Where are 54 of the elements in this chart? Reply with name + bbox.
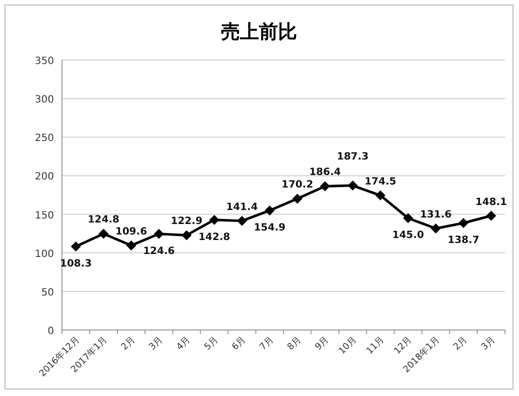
- data-label: 141.4: [226, 202, 258, 213]
- x-tick-label: 7月: [258, 335, 276, 353]
- data-label: 138.7: [448, 235, 480, 246]
- point: [458, 218, 468, 228]
- y-tick-label: 150: [34, 210, 54, 222]
- point: [236, 216, 247, 226]
- data-label: 186.4: [309, 167, 341, 178]
- x-tick-label: 6月: [230, 335, 248, 353]
- y-tick-label: 200: [34, 172, 54, 183]
- data-label: 187.3: [336, 152, 369, 163]
- y-tick-label: 250: [34, 133, 54, 144]
- data-label: 154.9: [254, 222, 286, 234]
- point: [209, 214, 220, 225]
- point: [126, 240, 136, 250]
- data-label: 122.9: [170, 216, 202, 228]
- data-label: 131.6: [420, 209, 452, 220]
- x-tick-label: 11月: [364, 335, 387, 357]
- point: [403, 213, 414, 224]
- x-tick-label: 2月: [452, 335, 470, 353]
- y-tick-label: 100: [34, 248, 54, 260]
- x-tick-label: 10月: [337, 335, 359, 357]
- x-tick-label: 3月: [148, 335, 166, 353]
- point: [154, 228, 164, 239]
- data-label: 148.1: [475, 196, 508, 208]
- data-label: 145.0: [392, 230, 424, 242]
- point: [264, 206, 275, 216]
- data-label: 124.8: [88, 214, 120, 226]
- data-label: 108.3: [60, 258, 92, 270]
- x-tick-label: 4月: [175, 335, 193, 353]
- y-tick-label: 50: [41, 287, 54, 298]
- point: [292, 194, 302, 204]
- data-label: 109.6: [115, 226, 148, 238]
- data-label: 170.2: [282, 180, 314, 191]
- point: [430, 223, 441, 234]
- data-label: 124.6: [143, 246, 175, 257]
- x-tick-label: 12月: [392, 335, 414, 357]
- y-tick-label: 350: [34, 56, 54, 67]
- chart-title: 売上前比: [221, 21, 297, 43]
- point: [98, 228, 109, 239]
- x-tick-label: 3月: [480, 335, 498, 353]
- x-tick-label: 8月: [286, 335, 304, 353]
- x-tick-label: 9月: [314, 335, 332, 353]
- point: [486, 210, 496, 221]
- y-tick-label: 0: [48, 326, 54, 337]
- y-tick-label: 300: [34, 94, 54, 106]
- data-label: 142.8: [198, 232, 230, 243]
- x-tick-label: 2月: [120, 335, 138, 353]
- point: [182, 230, 192, 240]
- point: [70, 241, 81, 252]
- data-label: 174.5: [364, 176, 396, 188]
- point: [348, 180, 358, 191]
- point: [320, 181, 330, 192]
- point: [375, 190, 386, 200]
- x-tick-label: 5月: [202, 335, 220, 353]
